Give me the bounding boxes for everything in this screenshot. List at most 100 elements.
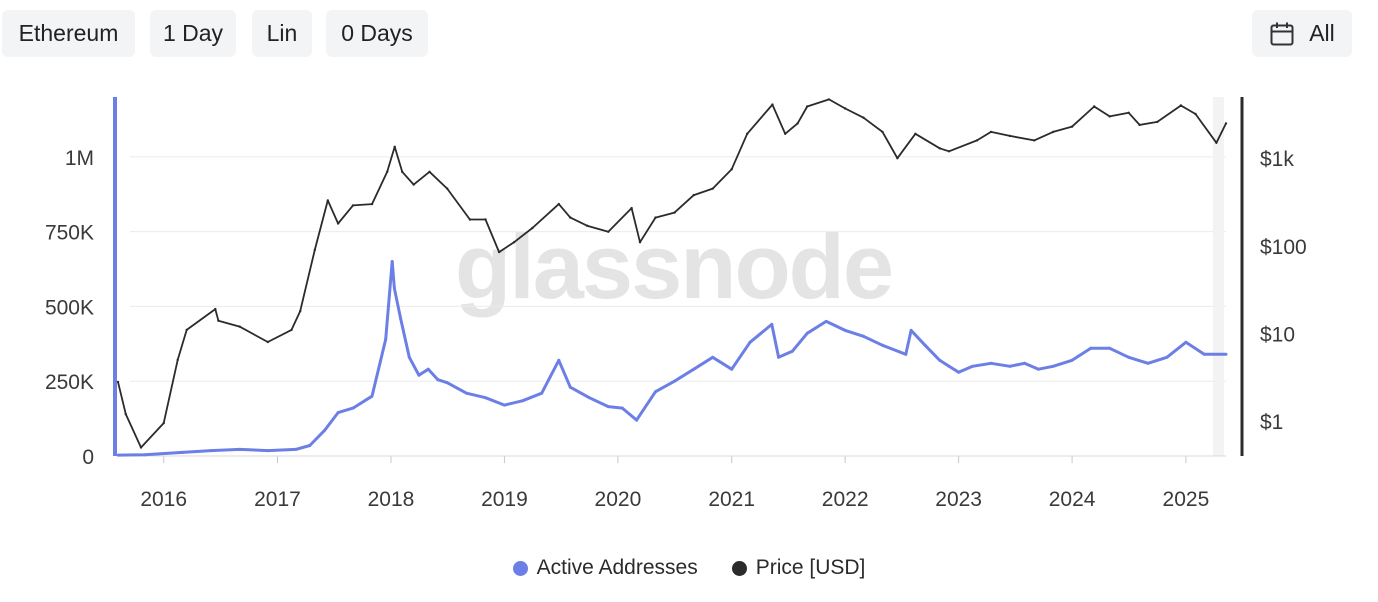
scale-selector[interactable]: Lin bbox=[252, 10, 312, 57]
data-point-active-addresses bbox=[909, 328, 913, 332]
data-point-price bbox=[638, 241, 642, 244]
data-point-active-addresses bbox=[445, 381, 449, 385]
data-point-active-addresses bbox=[502, 403, 506, 407]
data-point-price bbox=[299, 309, 302, 313]
data-point-active-addresses bbox=[989, 361, 993, 365]
data-point-price bbox=[1179, 104, 1183, 107]
data-point-active-addresses bbox=[957, 370, 961, 374]
data-point-active-addresses bbox=[673, 379, 676, 383]
y-axis-right-ticks: $1 $10 $100 $1k bbox=[1260, 148, 1307, 434]
data-point-price bbox=[1051, 130, 1055, 134]
data-point-price bbox=[266, 340, 269, 344]
data-point-price bbox=[1194, 112, 1197, 116]
data-point-price bbox=[386, 170, 389, 173]
data-point-active-addresses bbox=[654, 390, 657, 394]
data-point-price bbox=[1224, 122, 1228, 125]
data-point-active-addresses bbox=[1089, 346, 1093, 350]
data-point-active-addresses bbox=[904, 352, 908, 356]
data-point-active-addresses bbox=[1023, 361, 1026, 365]
data-point-price bbox=[214, 307, 217, 311]
data-point-price bbox=[185, 328, 188, 332]
legend-item-price[interactable]: Price [USD] bbox=[731, 556, 866, 580]
data-point-price bbox=[484, 218, 487, 221]
data-point-active-addresses bbox=[392, 287, 396, 290]
data-point-price bbox=[401, 170, 404, 173]
x-tick-label: 2019 bbox=[481, 488, 528, 511]
data-point-price bbox=[313, 248, 316, 252]
legend-label-active-addresses: Active Addresses bbox=[536, 556, 698, 579]
chart-legend: Active Addresses Price [USD] bbox=[0, 556, 1378, 580]
asset-selector[interactable]: Ethereum bbox=[2, 10, 135, 57]
data-point-price bbox=[1127, 111, 1130, 115]
data-point-active-addresses bbox=[384, 337, 388, 341]
current-period-shade bbox=[1213, 97, 1224, 456]
legend-swatch-price bbox=[731, 560, 747, 576]
data-point-price bbox=[746, 132, 749, 135]
data-point-price bbox=[881, 130, 884, 134]
data-point-price bbox=[938, 147, 941, 150]
data-point-active-addresses bbox=[923, 343, 927, 347]
data-point-price bbox=[393, 145, 396, 148]
data-point-price bbox=[796, 122, 799, 125]
x-tick-label: 2025 bbox=[1163, 488, 1210, 511]
data-point-price bbox=[989, 130, 993, 134]
series-line-active-addresses bbox=[117, 260, 1226, 457]
data-point-active-addresses bbox=[635, 418, 639, 422]
data-point-active-addresses bbox=[266, 449, 270, 453]
x-tick-label: 2021 bbox=[708, 488, 755, 511]
x-tick-label: 2020 bbox=[595, 488, 642, 511]
y-right-tick-label: $10 bbox=[1260, 324, 1295, 347]
data-point-price bbox=[446, 187, 449, 190]
data-point-active-addresses bbox=[1127, 355, 1131, 359]
data-point-price bbox=[844, 107, 847, 110]
data-point-active-addresses bbox=[407, 355, 411, 359]
data-point-active-addresses bbox=[399, 316, 403, 320]
data-point-active-addresses bbox=[1202, 352, 1206, 356]
data-point-active-addresses bbox=[881, 343, 884, 347]
data-point-price bbox=[326, 199, 329, 202]
data-point-price bbox=[468, 218, 472, 221]
data-point-price bbox=[569, 216, 572, 219]
data-point-price bbox=[1156, 120, 1159, 124]
y-left-tick-label: 750K bbox=[45, 222, 94, 245]
data-point-active-addresses bbox=[730, 367, 734, 371]
y-left-tick-label: 1M bbox=[65, 147, 94, 170]
data-point-active-addresses bbox=[770, 322, 774, 326]
data-point-active-addresses bbox=[484, 396, 487, 400]
data-point-active-addresses bbox=[824, 319, 828, 323]
data-point-price bbox=[1033, 139, 1036, 142]
date-range-label: All bbox=[1309, 20, 1335, 46]
data-point-active-addresses bbox=[1008, 364, 1012, 368]
data-point-price bbox=[947, 150, 951, 153]
data-point-active-addresses bbox=[1224, 352, 1228, 356]
data-point-price bbox=[176, 358, 179, 362]
data-point-price bbox=[784, 132, 787, 135]
data-point-price bbox=[124, 413, 128, 416]
series-layer bbox=[116, 98, 1228, 457]
data-point-price bbox=[673, 211, 676, 214]
data-point-price bbox=[827, 98, 831, 101]
data-point-price bbox=[1108, 115, 1111, 118]
data-point-active-addresses bbox=[692, 367, 696, 371]
data-point-active-addresses bbox=[790, 349, 794, 353]
data-point-active-addresses bbox=[336, 411, 340, 415]
data-point-price bbox=[512, 241, 516, 244]
legend-item-active-addresses[interactable]: Active Addresses bbox=[512, 556, 698, 580]
data-point-active-addresses bbox=[436, 378, 440, 382]
data-point-price bbox=[607, 230, 610, 233]
legend-label-price: Price [USD] bbox=[755, 556, 866, 579]
data-point-active-addresses bbox=[843, 328, 847, 332]
data-point-active-addresses bbox=[1165, 355, 1169, 359]
x-tick-label: 2016 bbox=[140, 488, 187, 511]
data-point-price bbox=[730, 168, 733, 171]
data-point-active-addresses bbox=[1070, 358, 1074, 362]
resolution-selector[interactable]: 1 Day bbox=[150, 10, 236, 57]
x-tick-label: 2018 bbox=[368, 488, 415, 511]
date-range-selector[interactable]: All bbox=[1252, 10, 1352, 57]
series-line-price bbox=[117, 98, 1227, 449]
data-point-price bbox=[896, 157, 899, 160]
data-point-active-addresses bbox=[540, 391, 544, 395]
moving-average-selector[interactable]: 0 Days bbox=[326, 10, 428, 57]
data-point-active-addresses bbox=[1108, 346, 1112, 350]
